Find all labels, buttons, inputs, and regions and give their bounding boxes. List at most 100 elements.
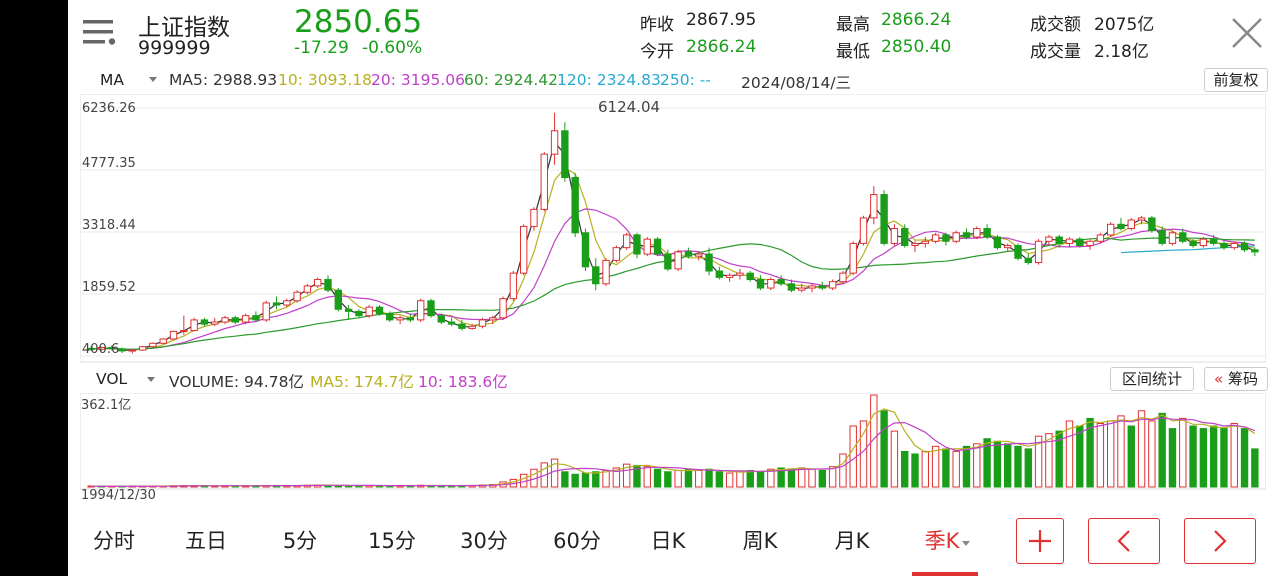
candle (664, 253, 672, 270)
candle (550, 130, 559, 155)
candle (705, 253, 713, 272)
volume-bar (1065, 420, 1074, 488)
candle (293, 291, 301, 302)
tab-30min[interactable]: 30分 (460, 529, 508, 553)
volume-bar (767, 468, 775, 488)
close-icon[interactable] (1230, 16, 1264, 50)
volume-bar (1086, 417, 1094, 488)
candle (283, 300, 291, 306)
candle (787, 283, 796, 291)
tab-quarterly-k[interactable]: 季K (924, 529, 960, 553)
volume-bar (1055, 430, 1063, 488)
candle (1168, 232, 1177, 244)
candle (1230, 242, 1238, 249)
ma60-value: 60: 2924.42 (464, 71, 558, 89)
caret-down-icon[interactable] (962, 541, 970, 546)
candle (1251, 249, 1259, 253)
candle (252, 315, 260, 321)
high-label: 最高 (836, 15, 870, 35)
next-button[interactable] (1184, 518, 1256, 564)
volume-bar (581, 472, 590, 488)
ma10-value: 10: 3093.18 (278, 71, 372, 89)
candle (1034, 240, 1043, 264)
chips-button[interactable]: « 筹码 (1204, 367, 1268, 391)
candle (643, 238, 651, 255)
candle (406, 317, 415, 321)
volume-bar (674, 469, 682, 488)
ma-dropdown-icon[interactable] (149, 77, 157, 82)
candle (581, 232, 590, 268)
candle (375, 306, 384, 315)
candle (386, 313, 394, 321)
tab-60min[interactable]: 60分 (553, 529, 601, 553)
candle (952, 232, 960, 242)
tab-5min[interactable]: 5分 (282, 529, 318, 553)
candle (602, 259, 610, 285)
ma-indicator-label[interactable]: MA (100, 71, 124, 89)
price-adjust-button[interactable]: 前复权 (1204, 68, 1268, 92)
index-name: 上证指数 (138, 15, 230, 41)
volume-bar (1148, 420, 1156, 488)
peak-price-label: 6124.04 (598, 98, 661, 116)
candle (808, 285, 816, 289)
volume-bar (1096, 422, 1105, 488)
volume-bar (1137, 410, 1146, 488)
add-indicator-button[interactable] (1016, 518, 1064, 564)
volume-bar (1220, 428, 1228, 488)
volume-chart[interactable] (80, 393, 1266, 491)
candle (149, 342, 157, 348)
candle (159, 338, 167, 344)
volume-bar (1189, 425, 1197, 488)
candle (921, 240, 929, 244)
candle (1086, 240, 1094, 247)
tab-monthly-k[interactable]: 月K (834, 529, 870, 553)
volume-bar (612, 467, 621, 488)
menu-icon[interactable] (82, 18, 118, 46)
tab-five-day[interactable]: 五日 (185, 529, 227, 553)
volume-bar (1014, 445, 1022, 488)
range-stat-button[interactable]: 区间统计 (1110, 367, 1194, 391)
candle (1065, 238, 1074, 244)
volume-bar (746, 469, 754, 488)
tab-15min[interactable]: 15分 (368, 529, 416, 553)
candle (859, 217, 868, 244)
vol-dropdown-icon[interactable] (147, 377, 155, 382)
volume-bar (622, 463, 631, 488)
candle (1127, 219, 1135, 230)
volume-bar (931, 445, 940, 488)
candle (571, 177, 579, 234)
candle (314, 279, 322, 287)
candle (1148, 217, 1156, 232)
candle (1055, 236, 1063, 244)
volume-bar (602, 469, 610, 488)
candle (272, 302, 281, 306)
candle (777, 279, 785, 285)
volume-label: 成交量 (1030, 42, 1081, 62)
high-value: 2866.24 (881, 10, 952, 30)
previous-button[interactable] (1088, 518, 1160, 564)
candle (1209, 238, 1218, 244)
candlestick-chart[interactable]: 6236.26 4777.35 3318.44 1859.52 400.6 (80, 94, 1266, 364)
index-code: 999999 (138, 37, 211, 59)
tab-daily-k[interactable]: 日K (650, 529, 686, 553)
volume-bar (1230, 422, 1238, 488)
candle (324, 279, 332, 291)
vol-ma10: 10: 183.6亿 (418, 373, 508, 391)
volume-bar (684, 468, 693, 488)
volume-bar (890, 430, 899, 488)
tab-weekly-k[interactable]: 周K (742, 529, 778, 553)
volume-value: 2.18亿 (1094, 42, 1149, 62)
candle (962, 232, 971, 238)
candle (108, 347, 116, 350)
vol-indicator-label[interactable]: VOL (96, 370, 128, 388)
volume-bar (921, 450, 929, 488)
low-value: 2850.40 (881, 37, 952, 57)
candle (746, 272, 754, 281)
candle (262, 302, 270, 321)
volume-bar (592, 471, 600, 488)
prev-close-value: 2867.95 (686, 10, 757, 30)
active-tab-indicator (912, 572, 978, 576)
tab-intraday[interactable]: 分时 (93, 529, 135, 553)
volume-bar (643, 466, 651, 488)
volume-bar (715, 471, 724, 488)
